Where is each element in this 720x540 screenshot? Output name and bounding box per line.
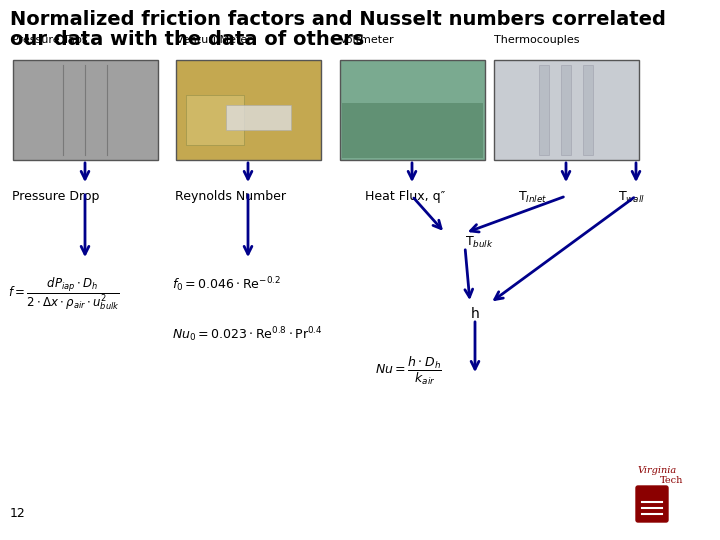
- Text: $f_0 = 0.046 \cdot \mathrm{Re}^{-0.2}$: $f_0 = 0.046 \cdot \mathrm{Re}^{-0.2}$: [172, 275, 281, 294]
- Bar: [186, 95, 243, 145]
- Text: Pressure Drop: Pressure Drop: [12, 190, 99, 203]
- Text: Pressure Taps: Pressure Taps: [12, 35, 88, 45]
- Text: 12: 12: [10, 507, 26, 520]
- Text: Voltmeter: Voltmeter: [340, 35, 394, 45]
- Bar: [493, 60, 639, 160]
- Text: T$_{wall}$: T$_{wall}$: [618, 190, 645, 205]
- Text: Heat Flux, q″: Heat Flux, q″: [365, 190, 445, 203]
- FancyBboxPatch shape: [636, 486, 668, 522]
- Text: Venturi Meter: Venturi Meter: [176, 35, 251, 45]
- Text: Normalized friction factors and Nusselt numbers correlated: Normalized friction factors and Nusselt …: [10, 10, 666, 29]
- Text: $f = \dfrac{dP_{iap} \cdot D_h}{2 \cdot \Delta x \cdot \rho_{air} \cdot u_{bulk}: $f = \dfrac{dP_{iap} \cdot D_h}{2 \cdot …: [8, 275, 120, 312]
- Bar: [340, 60, 485, 160]
- Text: $Nu_0 = 0.023 \cdot \mathrm{Re}^{0.8} \cdot \mathrm{Pr}^{0.4}$: $Nu_0 = 0.023 \cdot \mathrm{Re}^{0.8} \c…: [172, 325, 323, 343]
- Text: h: h: [471, 307, 480, 321]
- Bar: [582, 65, 593, 155]
- Bar: [539, 65, 549, 155]
- Bar: [225, 105, 291, 130]
- Bar: [12, 60, 158, 160]
- Text: T$_{bulk}$: T$_{bulk}$: [465, 235, 494, 250]
- Text: Tech: Tech: [660, 476, 683, 485]
- Bar: [341, 103, 482, 158]
- Bar: [176, 60, 320, 160]
- Text: our data with the data of others: our data with the data of others: [10, 30, 364, 49]
- Text: $Nu = \dfrac{h \cdot D_h}{k_{air}}$: $Nu = \dfrac{h \cdot D_h}{k_{air}}$: [375, 355, 442, 387]
- Text: Reynolds Number: Reynolds Number: [175, 190, 286, 203]
- Bar: [561, 65, 571, 155]
- Text: Thermocouples: Thermocouples: [493, 35, 579, 45]
- Text: Virginia: Virginia: [638, 466, 678, 475]
- Text: T$_{Inlet}$: T$_{Inlet}$: [518, 190, 547, 205]
